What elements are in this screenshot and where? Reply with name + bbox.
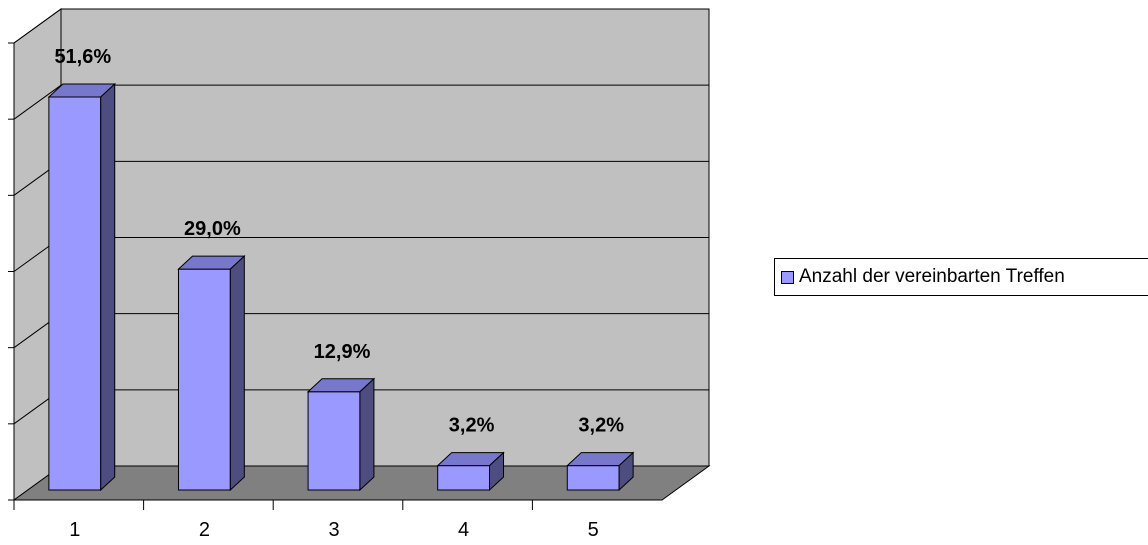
data-label: 3,2%: [449, 415, 495, 437]
data-labels: 51,6% 29,0% 12,9% 3,2% 3,2%: [54, 46, 624, 437]
x-tick-label: 4: [458, 519, 469, 540]
bar-front: [48, 96, 102, 491]
gridline-side: [13, 8, 62, 44]
data-label: 12,9%: [314, 341, 371, 363]
bar-front: [177, 268, 231, 491]
legend-swatch: [781, 270, 794, 284]
bar-side: [618, 451, 634, 492]
legend: Anzahl der vereinbarten Treffen: [774, 258, 1148, 296]
x-tick-label: 3: [328, 519, 339, 540]
axes: [8, 42, 662, 510]
bar: [47, 82, 116, 492]
bar: [177, 254, 246, 492]
data-label: 29,0%: [184, 218, 241, 240]
data-label: 51,6%: [54, 46, 111, 68]
legend-label: Anzahl der vereinbarten Treffen: [799, 266, 1065, 287]
bar: [306, 377, 376, 492]
bars: [47, 82, 635, 492]
x-tick-label: 5: [588, 519, 599, 540]
bar-side: [229, 254, 245, 492]
bar-side: [489, 451, 505, 492]
bar-front: [307, 391, 361, 491]
x-tick-labels: 1 2 3 4 5: [69, 519, 599, 541]
bar-side: [359, 377, 375, 492]
bar-front: [566, 465, 620, 491]
x-tick-label: 2: [199, 519, 210, 540]
gridline-side: [13, 84, 62, 120]
bar-front: [437, 465, 491, 491]
x-tick-label: 1: [69, 519, 80, 540]
data-label: 3,2%: [578, 415, 624, 437]
bar-side: [100, 82, 116, 492]
bar: [566, 451, 635, 492]
bar: [436, 451, 505, 492]
